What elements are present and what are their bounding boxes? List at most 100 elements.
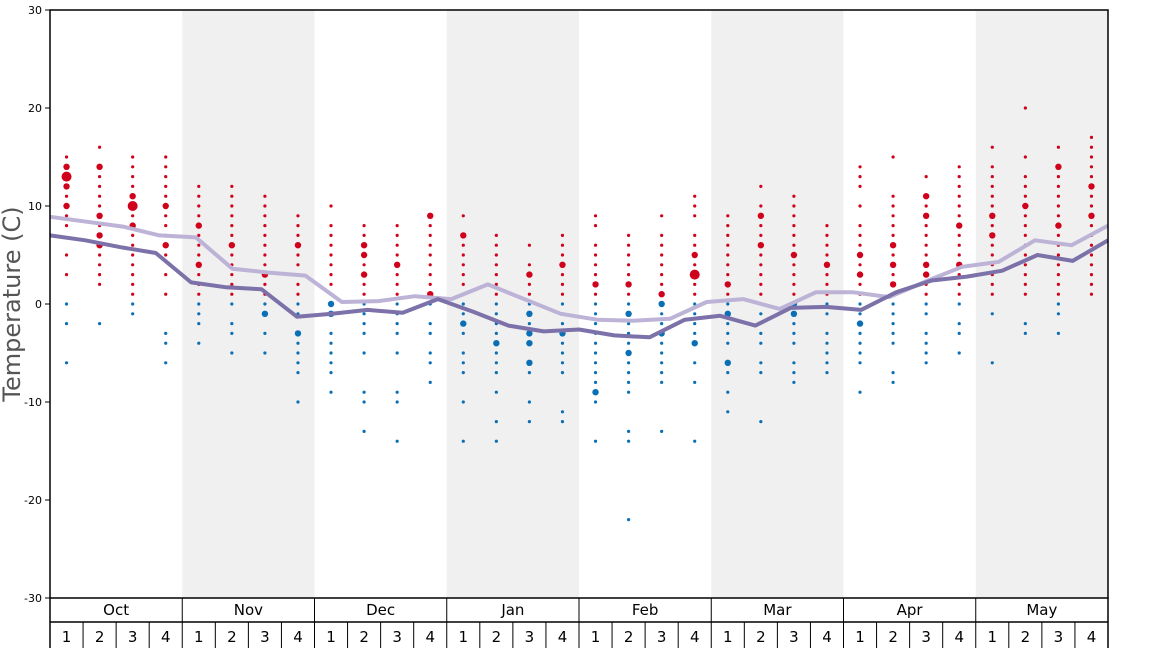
data-point xyxy=(792,243,796,247)
week-label: 4 xyxy=(954,628,964,646)
data-point xyxy=(1056,204,1061,208)
data-point xyxy=(164,341,168,345)
data-point xyxy=(825,312,829,316)
data-point xyxy=(593,243,598,247)
data-point xyxy=(164,361,168,365)
data-point xyxy=(164,175,168,179)
data-point xyxy=(129,193,136,200)
data-point xyxy=(64,361,69,365)
data-point xyxy=(593,341,598,345)
data-point xyxy=(230,282,234,286)
data-point xyxy=(1056,331,1061,335)
data-point xyxy=(97,204,102,208)
data-point xyxy=(693,361,697,365)
data-point xyxy=(825,282,829,286)
data-point xyxy=(395,253,399,257)
data-point xyxy=(856,320,864,327)
data-point xyxy=(792,204,796,208)
data-point xyxy=(1056,312,1061,316)
data-point xyxy=(131,312,135,316)
shade-jan xyxy=(446,10,579,598)
data-point xyxy=(660,312,664,316)
data-point xyxy=(560,233,565,237)
data-point xyxy=(362,292,366,296)
data-point xyxy=(1089,224,1094,228)
data-point xyxy=(395,224,399,228)
data-point xyxy=(1056,263,1061,267)
week-label: 4 xyxy=(558,628,568,646)
data-point xyxy=(164,184,168,188)
data-point xyxy=(97,194,102,198)
data-point xyxy=(560,273,565,277)
data-point xyxy=(428,233,432,237)
data-point xyxy=(296,224,300,228)
data-point xyxy=(428,351,432,355)
data-point xyxy=(592,281,599,288)
data-point xyxy=(592,389,599,396)
data-point xyxy=(493,340,500,347)
week-label: 1 xyxy=(62,628,72,646)
data-point xyxy=(329,331,333,335)
week-label: 3 xyxy=(1054,628,1064,646)
week-label: 1 xyxy=(326,628,336,646)
y-tick-label: 0 xyxy=(35,298,42,311)
data-point xyxy=(724,359,731,366)
data-point xyxy=(759,233,763,237)
data-point xyxy=(362,390,366,394)
data-point xyxy=(693,380,697,384)
data-point xyxy=(593,380,598,384)
data-point xyxy=(658,291,665,298)
data-point xyxy=(957,292,961,296)
data-point xyxy=(593,312,598,316)
data-point xyxy=(131,233,135,237)
data-point xyxy=(593,302,598,306)
data-point xyxy=(759,420,763,424)
data-point xyxy=(792,341,796,345)
data-point xyxy=(889,261,897,268)
data-point xyxy=(726,331,730,335)
week-label: 3 xyxy=(921,628,931,646)
data-point xyxy=(726,341,730,345)
data-point xyxy=(593,322,598,326)
data-point xyxy=(428,331,432,335)
data-point xyxy=(197,214,201,218)
data-point xyxy=(97,263,102,267)
data-point xyxy=(329,351,333,355)
data-point xyxy=(693,233,697,237)
month-label-oct: Oct xyxy=(103,601,129,619)
data-point xyxy=(230,273,234,277)
data-point xyxy=(230,204,234,208)
data-point xyxy=(924,243,928,247)
data-point xyxy=(889,242,897,249)
data-point xyxy=(957,184,961,188)
data-point xyxy=(329,224,333,228)
data-point xyxy=(131,292,135,296)
data-point xyxy=(1089,204,1094,208)
data-point xyxy=(626,380,631,384)
data-point xyxy=(693,282,697,286)
data-point xyxy=(296,351,300,355)
data-point xyxy=(660,361,664,365)
data-point xyxy=(792,263,796,267)
data-point xyxy=(1023,322,1027,326)
data-point xyxy=(1023,194,1027,198)
data-point xyxy=(428,380,432,384)
data-point xyxy=(660,263,664,267)
data-point xyxy=(461,351,465,355)
data-point xyxy=(64,273,69,277)
data-point xyxy=(660,380,664,384)
data-point xyxy=(461,312,465,316)
data-point xyxy=(230,224,234,228)
data-point xyxy=(759,331,763,335)
data-point xyxy=(560,371,565,375)
data-point xyxy=(1055,163,1062,170)
data-point xyxy=(626,292,631,296)
data-point xyxy=(127,201,138,211)
data-point xyxy=(693,204,697,208)
data-point xyxy=(858,224,862,228)
data-point xyxy=(858,175,862,179)
data-point xyxy=(560,361,565,365)
data-point xyxy=(693,214,697,218)
data-point xyxy=(395,400,399,404)
data-point xyxy=(1056,302,1061,306)
